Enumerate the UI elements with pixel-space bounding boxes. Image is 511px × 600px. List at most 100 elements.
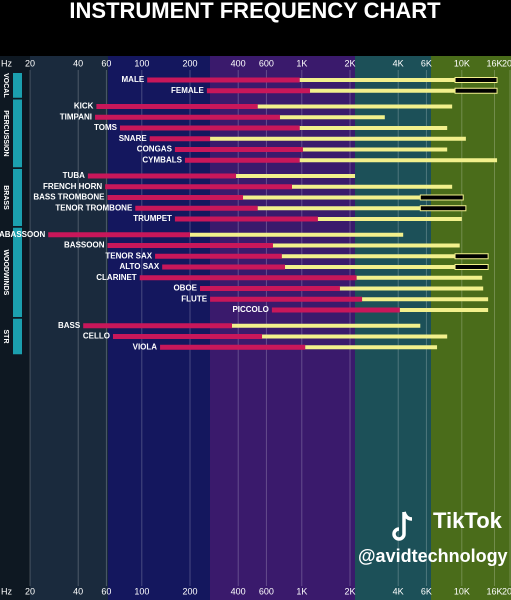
fundamental-range (83, 323, 232, 329)
x-tick-label: 60 (101, 58, 111, 68)
instrument-label: FLUTE (181, 294, 207, 303)
instrument-label: MALE (122, 75, 145, 84)
extended-range (454, 264, 489, 270)
fundamental-range (200, 286, 340, 291)
x-tick-label: 20 (25, 586, 35, 596)
group-label: STR (2, 330, 9, 344)
group-box (13, 99, 22, 168)
harmonic-range (262, 334, 448, 339)
instrument-label: OBOE (173, 284, 197, 293)
fundamental-range (271, 307, 400, 313)
x-tick-label: 6K (421, 58, 432, 68)
x-tick-label: 600 (259, 586, 274, 596)
harmonic-range (231, 323, 421, 328)
fundamental-range (174, 147, 303, 152)
group-label: WOODWINDS (2, 249, 9, 295)
tiktok-icon (392, 511, 413, 541)
harmonic-range (299, 158, 498, 163)
x-tick-label: 10K (454, 58, 470, 68)
x-tick-label: 1K (296, 586, 307, 596)
instrument-label: TIMPANI (60, 112, 92, 121)
x-tick-label: 40 (73, 58, 83, 68)
x-tick-label: 1K (296, 58, 307, 68)
harmonic-range (257, 206, 421, 211)
harmonic-range (236, 174, 356, 178)
instrument-label: TRUMPET (133, 214, 172, 223)
fundamental-range (105, 184, 292, 190)
axis-label: Hz (1, 58, 12, 68)
fundamental-range (96, 104, 258, 109)
instrument-label: CONTRABASSOON (0, 230, 45, 239)
instrument-label: CLARINET (96, 273, 137, 282)
x-tick-label: 4K (393, 586, 404, 596)
group-label: PERCUSSION (2, 110, 9, 156)
harmonic-range (281, 254, 456, 259)
extended-range (419, 194, 464, 201)
harmonic-range (356, 275, 483, 280)
instrument-label: PICCOLO (232, 305, 268, 314)
instrument-label: SNARE (119, 134, 148, 143)
fundamental-range (139, 275, 357, 281)
harmonic-range (210, 136, 466, 141)
harmonic-range (299, 78, 456, 82)
x-tick-label: 400 (231, 58, 246, 68)
x-tick-label: 4K (393, 58, 404, 68)
fundamental-range (210, 296, 363, 302)
x-tick-label: 40 (73, 586, 83, 596)
harmonic-range (305, 345, 438, 350)
harmonic-range (257, 104, 453, 109)
band (355, 56, 431, 600)
x-tick-label: 200 (182, 58, 197, 68)
fundamental-range (149, 136, 211, 142)
extended-range (419, 205, 467, 212)
harmonic-range (285, 265, 456, 269)
harmonic-range (399, 308, 489, 312)
x-tick-label: 100 (134, 586, 149, 596)
instrument-label: BASS TROMBONE (33, 193, 105, 202)
instrument-label: FEMALE (171, 86, 205, 95)
extended-range (454, 253, 489, 260)
x-tick-label: 20K (502, 586, 511, 596)
fundamental-range (184, 157, 300, 163)
instrument-label: TENOR SAX (105, 251, 152, 260)
x-tick-label: 20 (25, 58, 35, 68)
fundamental-range (174, 216, 318, 222)
instrument-label: BASSOON (64, 241, 105, 250)
fundamental-range (147, 77, 300, 83)
x-tick-label: 200 (182, 586, 197, 596)
fundamental-range (119, 125, 300, 131)
x-tick-label: 2K (344, 58, 355, 68)
instrument-label: VIOLA (133, 342, 158, 351)
frequency-bands (0, 56, 511, 600)
harmonic-range (362, 297, 489, 302)
group-label: BRASS (2, 185, 9, 210)
fundamental-range (160, 344, 306, 350)
band (431, 56, 511, 600)
extended-range (454, 87, 498, 94)
band (210, 56, 355, 600)
group-box (13, 73, 22, 98)
x-tick-label: 6K (421, 586, 432, 596)
instrument-label: CONGAS (137, 145, 173, 154)
fundamental-range (107, 195, 244, 200)
x-tick-label: 400 (231, 586, 246, 596)
x-tick-label: 600 (259, 58, 274, 68)
fundamental-range (112, 334, 263, 339)
instrument-label: KICK (74, 102, 94, 111)
instrument-label: TENOR TROMBONE (55, 203, 133, 212)
harmonic-range (310, 88, 456, 93)
x-tick-label: 16K (486, 586, 502, 596)
group-box (13, 227, 22, 317)
plot: 20 20 40 40 60 60 100 100 200 200 400 400 600 600 1K 1K… (0, 58, 511, 596)
watermark-handle: @avidtechnology (358, 546, 508, 566)
harmonic-range (243, 195, 421, 200)
instrument-label: ALTO SAX (119, 262, 159, 271)
group-box (13, 318, 22, 355)
harmonic-range (279, 115, 385, 120)
x-tick-label: 16K (486, 58, 502, 68)
x-tick-label: 60 (101, 586, 111, 596)
x-tick-label: 20K (502, 58, 511, 68)
harmonic-range (291, 184, 453, 189)
harmonic-range (302, 147, 448, 152)
